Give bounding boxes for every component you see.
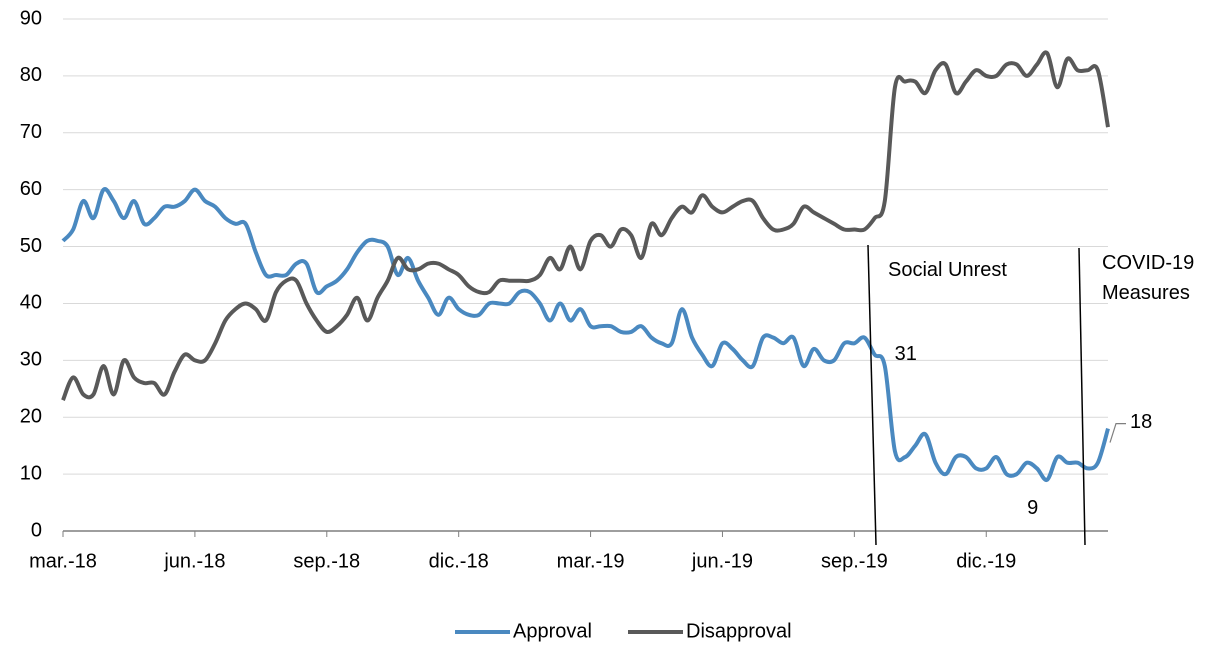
data-label: 9 bbox=[1027, 497, 1038, 519]
annotation: COVID-19 Measures bbox=[1102, 252, 1195, 304]
y-tick-label: 70 bbox=[20, 121, 42, 143]
annotation: Social Unrest bbox=[888, 259, 1007, 281]
y-tick-label: 60 bbox=[20, 178, 42, 200]
event-line bbox=[1078, 247, 1086, 546]
x-tick-label: dic.-19 bbox=[956, 550, 1016, 572]
x-tick-label: mar.-18 bbox=[29, 550, 97, 572]
x-tick-label: sep.-19 bbox=[821, 550, 888, 572]
y-tick-label: 80 bbox=[20, 64, 42, 86]
y-tick-label: 10 bbox=[20, 462, 42, 484]
x-tick-label: sep.-18 bbox=[293, 550, 360, 572]
legend-label: Disapproval bbox=[686, 620, 792, 642]
x-tick-label: jun.-19 bbox=[691, 550, 753, 572]
x-tick-label: jun.-18 bbox=[163, 550, 225, 572]
y-tick-label: 30 bbox=[20, 349, 42, 371]
x-tick-label: dic.-18 bbox=[429, 550, 489, 572]
line-series bbox=[61, 187, 1110, 482]
x-tick-label: mar.-19 bbox=[557, 550, 625, 572]
line-series bbox=[61, 50, 1110, 401]
data-label: 18 bbox=[1130, 411, 1152, 433]
y-tick-label: 90 bbox=[20, 7, 42, 29]
event-line bbox=[867, 244, 877, 546]
y-tick-label: 50 bbox=[20, 235, 42, 257]
y-tick-label: 0 bbox=[31, 519, 42, 541]
y-tick-label: 40 bbox=[20, 292, 42, 314]
leader-line bbox=[1109, 423, 1126, 443]
legend-label: Approval bbox=[513, 620, 592, 642]
data-label: 31 bbox=[895, 343, 917, 365]
y-tick-label: 20 bbox=[20, 406, 42, 428]
